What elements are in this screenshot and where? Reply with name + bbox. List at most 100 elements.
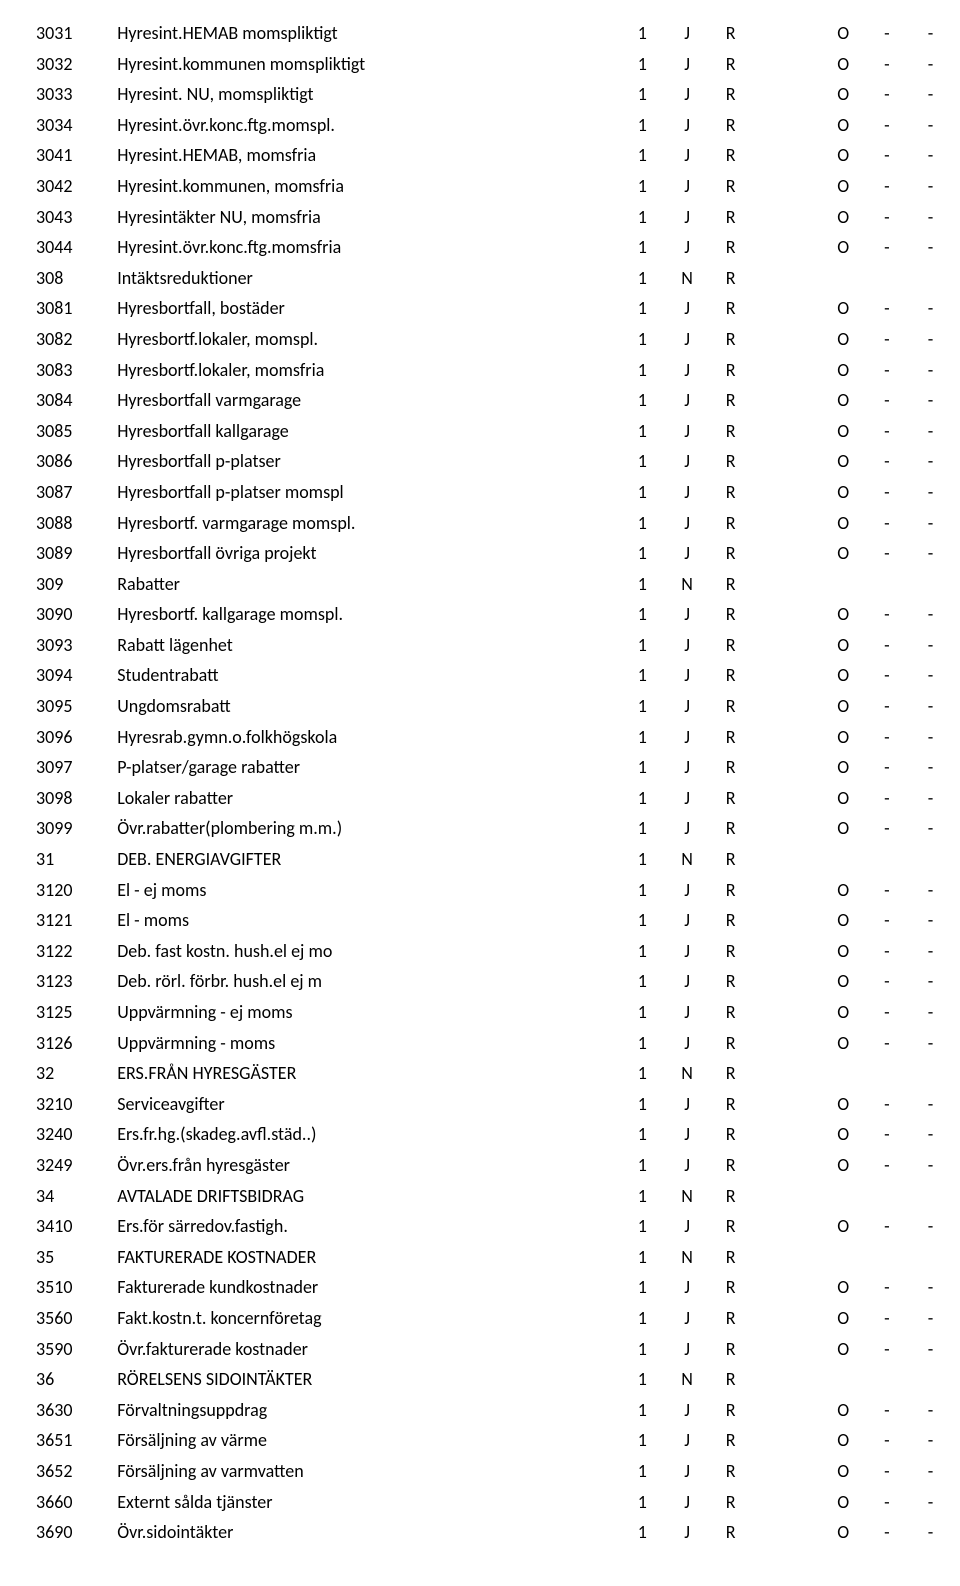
cell-desc: Hyresintäkter NU, momsfria [107, 202, 619, 233]
cell-v1: 1 [619, 446, 665, 477]
cell-gap [753, 385, 822, 416]
cell-gap [753, 1364, 822, 1395]
table-row: 3041Hyresint.HEMAB, momsfria1JRO--V [36, 140, 960, 171]
cell-v7: V [952, 232, 960, 263]
cell-v2: J [665, 1272, 709, 1303]
cell-v4: O [821, 110, 865, 141]
cell-v3: R [709, 110, 753, 141]
cell-gap [753, 446, 822, 477]
cell-v6: - [909, 875, 953, 906]
cell-code: 3210 [36, 1089, 107, 1120]
cell-v5: - [865, 355, 909, 386]
cell-v2: J [665, 1395, 709, 1426]
cell-v2: J [665, 936, 709, 967]
table-row: 31DEB. ENERGIAVGIFTER1NR [36, 844, 960, 875]
cell-gap [753, 140, 822, 171]
cell-v3: R [709, 1425, 753, 1456]
cell-gap [753, 722, 822, 753]
cell-code: 3630 [36, 1395, 107, 1426]
cell-v6: - [909, 1119, 953, 1150]
cell-v3: R [709, 140, 753, 171]
cell-code: 3096 [36, 722, 107, 753]
cell-desc: Hyresint.kommunen momspliktigt [107, 49, 619, 80]
cell-gap [753, 1425, 822, 1456]
cell-v6: - [909, 1456, 953, 1487]
cell-v2: J [665, 416, 709, 447]
cell-v1: 1 [619, 1395, 665, 1426]
cell-v6: - [909, 1334, 953, 1365]
cell-code: 32 [36, 1058, 107, 1089]
cell-v1: 1 [619, 1364, 665, 1395]
cell-v7: V [952, 966, 960, 997]
table-row: 3097P-platser/garage rabatter1JRO--V [36, 752, 960, 783]
cell-v6: - [909, 966, 953, 997]
cell-v6: - [909, 660, 953, 691]
cell-v4: O [821, 1334, 865, 1365]
cell-v1: 1 [619, 783, 665, 814]
cell-v7: V [952, 997, 960, 1028]
cell-v1: 1 [619, 18, 665, 49]
cell-v4: O [821, 18, 865, 49]
cell-v1: 1 [619, 1150, 665, 1181]
cell-gap [753, 1119, 822, 1150]
cell-desc: Förvaltningsuppdrag [107, 1395, 619, 1426]
cell-v5: - [865, 110, 909, 141]
cell-v3: R [709, 416, 753, 447]
cell-v2: J [665, 1150, 709, 1181]
cell-v4: O [821, 630, 865, 661]
cell-v3: R [709, 232, 753, 263]
cell-v4: O [821, 79, 865, 110]
cell-v4: O [821, 783, 865, 814]
cell-v5 [865, 1242, 909, 1273]
cell-code: 3094 [36, 660, 107, 691]
cell-v7: V [952, 140, 960, 171]
table-row: 3031Hyresint.HEMAB momspliktigt1JRO--V [36, 18, 960, 49]
cell-v5 [865, 1181, 909, 1212]
cell-v5: - [865, 446, 909, 477]
cell-v6: - [909, 202, 953, 233]
cell-v1: 1 [619, 538, 665, 569]
cell-code: 3249 [36, 1150, 107, 1181]
cell-v3: R [709, 569, 753, 600]
table-row: 3094Studentrabatt1JRO--V [36, 660, 960, 691]
cell-v2: J [665, 508, 709, 539]
table-row: 3033Hyresint. NU, momspliktigt1JRO--V [36, 79, 960, 110]
cell-v7: V [952, 905, 960, 936]
cell-v3: R [709, 293, 753, 324]
cell-v7: V [952, 1028, 960, 1059]
cell-desc: Intäktsreduktioner [107, 263, 619, 294]
table-row: 3652Försäljning av varmvatten1JRO--V [36, 1456, 960, 1487]
table-row: 3240Ers.fr.hg.(skadeg.avfl.städ..)1JRO--… [36, 1119, 960, 1150]
cell-v5: - [865, 905, 909, 936]
table-row: 3096Hyresrab.gymn.o.folkhögskola1JRO--V [36, 722, 960, 753]
cell-v3: R [709, 783, 753, 814]
cell-v6: - [909, 1028, 953, 1059]
cell-v4: O [821, 477, 865, 508]
cell-v4: O [821, 691, 865, 722]
cell-desc: Försäljning av varmvatten [107, 1456, 619, 1487]
cell-v3: R [709, 1364, 753, 1395]
cell-v1: 1 [619, 1119, 665, 1150]
cell-v2: J [665, 630, 709, 661]
cell-v5 [865, 1364, 909, 1395]
cell-v7: V [952, 171, 960, 202]
cell-v3: R [709, 752, 753, 783]
cell-code: 3093 [36, 630, 107, 661]
cell-gap [753, 936, 822, 967]
table-row: 3032Hyresint.kommunen momspliktigt1JRO--… [36, 49, 960, 80]
cell-desc: DEB. ENERGIAVGIFTER [107, 844, 619, 875]
cell-code: 3034 [36, 110, 107, 141]
cell-desc: AVTALADE DRIFTSBIDRAG [107, 1181, 619, 1212]
cell-desc: Uppvärmning - moms [107, 1028, 619, 1059]
cell-code: 3123 [36, 966, 107, 997]
cell-v4: O [821, 1395, 865, 1426]
cell-v7: V [952, 1395, 960, 1426]
cell-v5: - [865, 293, 909, 324]
cell-v2: J [665, 875, 709, 906]
cell-v2: J [665, 1334, 709, 1365]
cell-v2: J [665, 232, 709, 263]
cell-gap [753, 813, 822, 844]
cell-v2: N [665, 1364, 709, 1395]
cell-gap [753, 966, 822, 997]
cell-v2: N [665, 844, 709, 875]
